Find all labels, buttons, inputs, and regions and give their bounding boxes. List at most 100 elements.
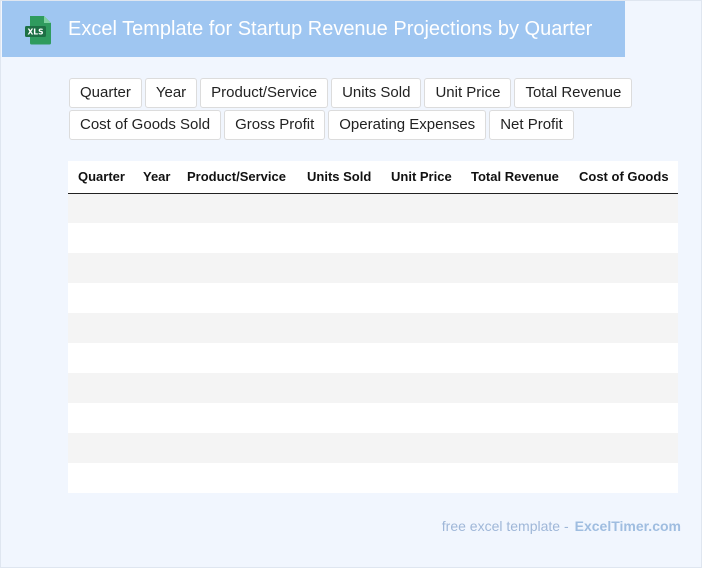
table-cell[interactable] [381,193,461,223]
table-cell[interactable] [461,343,569,373]
table-cell[interactable] [68,283,133,313]
table-cell[interactable] [177,403,297,433]
column-chip[interactable]: Net Profit [489,110,574,140]
logo-text: XLS [28,28,44,37]
table-cell[interactable] [133,463,177,493]
table-cell[interactable] [569,283,678,313]
column-header: Cost of Goods [569,161,678,194]
table-cell[interactable] [569,313,678,343]
table-cell[interactable] [177,223,297,253]
table-cell[interactable] [177,253,297,283]
footer-text: free excel template - [441,518,569,534]
table-cell[interactable] [177,463,297,493]
table-cell[interactable] [461,463,569,493]
column-chip[interactable]: Unit Price [424,78,512,108]
table-cell[interactable] [461,223,569,253]
table-cell[interactable] [569,433,678,463]
column-chip[interactable]: Cost of Goods Sold [69,110,222,140]
table-cell[interactable] [461,403,569,433]
table-row [68,193,678,223]
table-row [68,463,678,493]
table-cell[interactable] [68,373,133,403]
table-cell[interactable] [177,193,297,223]
table-row [68,253,678,283]
table-cell[interactable] [381,373,461,403]
table-cell[interactable] [68,403,133,433]
footer-brand-link[interactable]: ExcelTimer.com [574,518,681,534]
table-cell[interactable] [133,343,177,373]
table-cell[interactable] [68,463,133,493]
column-chip[interactable]: Operating Expenses [328,110,487,140]
table-cell[interactable] [381,223,461,253]
table-cell[interactable] [133,193,177,223]
table-cell[interactable] [68,193,133,223]
table-cell[interactable] [297,403,381,433]
table-cell[interactable] [381,283,461,313]
table-row [68,313,678,343]
table-cell[interactable] [133,253,177,283]
table-cell[interactable] [381,313,461,343]
table-cell[interactable] [569,223,678,253]
table-cell[interactable] [297,433,381,463]
table-cell[interactable] [68,343,133,373]
column-header: Total Revenue [461,161,569,194]
table-cell[interactable] [569,343,678,373]
table-cell[interactable] [381,463,461,493]
template-table: Quarter Year Product/Service Units Sold Unit… [68,161,678,493]
table-cell[interactable] [297,373,381,403]
table-cell[interactable] [381,433,461,463]
column-chip[interactable]: Units Sold [331,78,422,108]
table-cell[interactable] [177,373,297,403]
table-cell[interactable] [461,253,569,283]
table-cell[interactable] [569,253,678,283]
chip-row: Quarter Year Product/Service Units Sold Unit… [69,78,633,108]
table-header-row: Quarter Year Product/Service Units Sold Unit… [68,161,678,194]
table-row [68,283,678,313]
table-cell[interactable] [133,283,177,313]
table-cell[interactable] [68,313,133,343]
chip-row: Cost of Goods Sold Gross Profit Operating … [69,110,629,140]
table-cell[interactable] [569,403,678,433]
table-cell[interactable] [461,193,569,223]
table-cell[interactable] [569,463,678,493]
table-cell[interactable] [461,313,569,343]
table-cell[interactable] [461,373,569,403]
table-cell[interactable] [569,193,678,223]
table-cell[interactable] [297,343,381,373]
table-cell[interactable] [133,223,177,253]
column-chip[interactable]: Gross Profit [224,110,326,140]
table-cell[interactable] [177,313,297,343]
table-cell[interactable] [177,283,297,313]
table-cell[interactable] [297,313,381,343]
column-chip[interactable]: Year [144,78,198,108]
table-cell[interactable] [297,223,381,253]
column-chips: Quarter Year Product/Service Units Sold Unit… [69,78,633,142]
table-cell[interactable] [569,373,678,403]
table-cell[interactable] [68,433,133,463]
table-cell[interactable] [461,283,569,313]
table-cell[interactable] [381,343,461,373]
table-cell[interactable] [133,313,177,343]
table-cell[interactable] [297,283,381,313]
table-row [68,223,678,253]
table-cell[interactable] [381,403,461,433]
column-chip[interactable]: Product/Service [200,78,329,108]
table-cell[interactable] [381,253,461,283]
column-chip[interactable]: Quarter [69,78,142,108]
table-cell[interactable] [297,193,381,223]
table-cell[interactable] [133,403,177,433]
column-header: Product/Service [177,161,297,194]
table-cell[interactable] [297,253,381,283]
table-cell[interactable] [177,343,297,373]
table-cell[interactable] [133,373,177,403]
table-cell[interactable] [177,433,297,463]
column-chip[interactable]: Total Revenue [514,78,633,108]
table-cell[interactable] [68,223,133,253]
column-header: Unit Price [381,161,461,194]
table-cell[interactable] [461,433,569,463]
table-cell[interactable] [68,253,133,283]
table-cell[interactable] [133,433,177,463]
footer-credit: free excel template - ExcelTimer.com [442,518,681,534]
column-header: Quarter [68,161,133,194]
table-cell[interactable] [297,463,381,493]
